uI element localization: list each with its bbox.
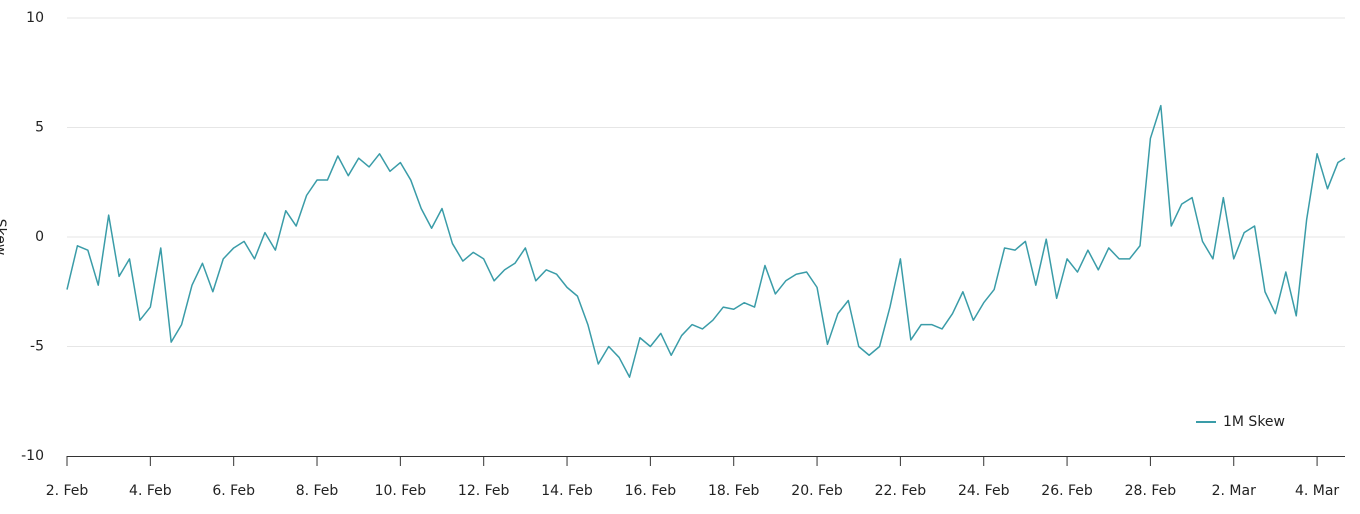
y-tick-label: 5 (35, 120, 44, 136)
x-tick-label: 10. Feb (375, 483, 427, 499)
x-tick-label: 8. Feb (296, 483, 339, 499)
x-tick-label: 18. Feb (708, 483, 760, 499)
y-tick-label: 10 (26, 10, 44, 26)
legend-label: 1M Skew (1223, 414, 1285, 430)
y-tick-label: -5 (30, 339, 44, 355)
y-tick-label: -10 (21, 448, 44, 464)
line-series (66, 104, 1346, 378)
x-tick-label: 12. Feb (458, 483, 510, 499)
y-tick-label: 0 (35, 229, 44, 245)
x-tick-label: 16. Feb (625, 483, 677, 499)
x-tick-label: 26. Feb (1041, 483, 1093, 499)
x-tick-label: 24. Feb (958, 483, 1010, 499)
x-tick-label: 22. Feb (875, 483, 927, 499)
x-tick-label: 2. Feb (46, 483, 89, 499)
x-tick-label: 4. Feb (129, 483, 172, 499)
x-tick-label: 2. Mar (1212, 483, 1256, 499)
x-tick-label: 6. Feb (212, 483, 255, 499)
x-tick-label: 20. Feb (791, 483, 843, 499)
x-tick-label: 28. Feb (1125, 483, 1177, 499)
x-tick-label: 4. Mar (1295, 483, 1339, 499)
x-tick-label: 14. Feb (541, 483, 593, 499)
y-axis-title: Skew (0, 219, 8, 256)
